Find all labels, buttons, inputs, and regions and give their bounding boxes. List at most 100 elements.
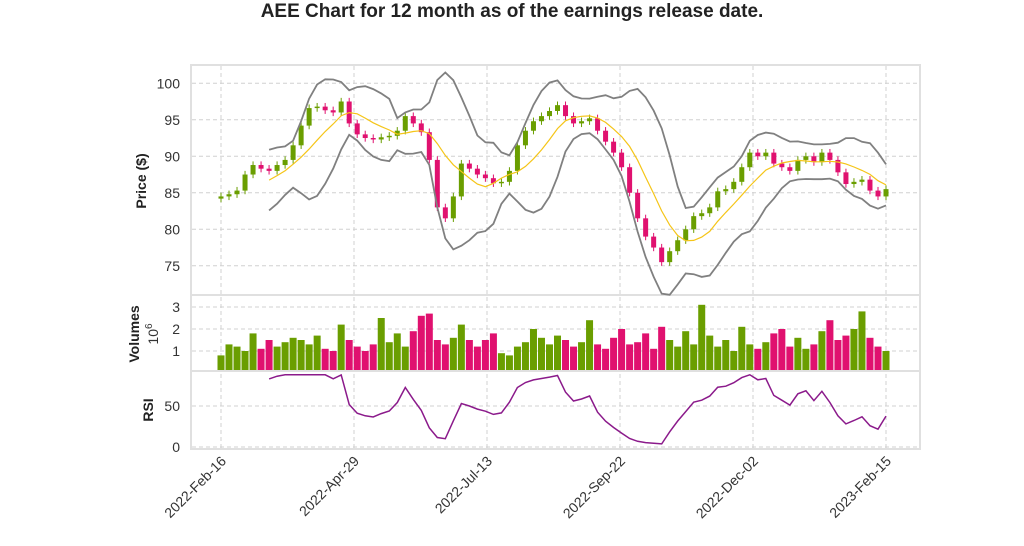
volume-bar	[730, 351, 738, 370]
candle-body	[282, 159, 288, 166]
volume-bar	[529, 329, 537, 370]
volume-bar	[674, 346, 682, 370]
volume-bar	[802, 348, 810, 370]
candle-body	[699, 213, 705, 217]
volume-bar	[626, 344, 634, 370]
candle-body	[306, 108, 312, 126]
volume-bar	[521, 342, 529, 370]
price-tick-label: 95	[164, 112, 180, 128]
volume-bar	[666, 340, 674, 370]
volume-bar	[417, 315, 425, 370]
volume-bar	[834, 340, 842, 370]
candle-body	[370, 138, 376, 140]
rsi-tick-label: 0	[172, 439, 180, 455]
volume-tick-label: 1	[172, 343, 180, 359]
volume-bar	[698, 304, 706, 370]
candle-body	[739, 167, 745, 182]
volume-bar	[473, 346, 481, 370]
volume-bar	[578, 342, 586, 370]
volume-bar	[850, 329, 858, 370]
candle-body	[603, 130, 609, 142]
volume-scale-label: 106	[144, 323, 161, 345]
candle-body	[490, 178, 496, 184]
candle-body	[667, 251, 673, 263]
volume-bar	[682, 331, 690, 370]
candle-body	[555, 105, 561, 111]
volume-bar	[265, 340, 273, 370]
volume-bar	[602, 348, 610, 370]
candle-body	[218, 196, 224, 199]
volume-bar	[489, 333, 497, 370]
volume-bar	[257, 348, 265, 370]
candle-body	[707, 207, 713, 214]
rsi-panel-frame	[190, 370, 921, 450]
rsi-ylabel: RSI	[140, 398, 156, 421]
volume-bar	[249, 333, 257, 370]
x-tick-label: 2022-Jul-13	[432, 453, 496, 517]
candle-body	[474, 168, 480, 175]
candle-body	[619, 152, 625, 168]
volume-bar	[842, 335, 850, 370]
candle-body	[867, 179, 873, 191]
candle-body	[691, 216, 697, 230]
volume-bar	[289, 337, 297, 370]
volume-bar	[385, 342, 393, 370]
volume-bar	[650, 348, 658, 370]
volume-bar	[746, 344, 754, 370]
volume-bar	[770, 333, 778, 370]
volume-bar	[377, 318, 385, 370]
volume-bar	[722, 340, 730, 370]
price-tick-label: 80	[164, 221, 180, 237]
candle-body	[266, 168, 272, 171]
volume-bar	[345, 340, 353, 370]
candle-body	[635, 192, 641, 219]
volume-bar	[690, 344, 698, 370]
candle-body	[546, 111, 552, 117]
volume-bar	[369, 344, 377, 370]
candle-body	[579, 121, 585, 124]
candle-body	[402, 116, 408, 131]
candle-body	[434, 159, 440, 208]
volume-bar	[465, 340, 473, 370]
candle-body	[362, 134, 368, 139]
chart-title: AEE Chart for 12 month as of the earning…	[261, 1, 764, 22]
candle-body	[851, 181, 857, 185]
volume-bar	[874, 346, 882, 370]
candle-body	[498, 181, 504, 184]
candle-body	[458, 163, 464, 197]
candle-body	[883, 189, 889, 197]
volume-bar	[481, 340, 489, 370]
volume-bar	[537, 337, 545, 370]
candle-body	[514, 145, 520, 171]
volume-bar	[321, 348, 329, 370]
volume-bar	[706, 335, 714, 370]
volume-bar	[738, 326, 746, 370]
volume-bar	[441, 344, 449, 370]
volume-tick-label: 2	[172, 321, 180, 337]
candle-body	[338, 101, 344, 113]
candle-body	[250, 165, 256, 175]
candle-body	[659, 247, 665, 263]
volume-bar	[233, 346, 241, 370]
volume-bar	[594, 344, 602, 370]
volume-tick-label: 3	[172, 299, 180, 315]
candle-body	[258, 165, 264, 169]
candle-body	[611, 141, 617, 153]
volume-bar	[818, 331, 826, 370]
candle-body	[466, 163, 472, 169]
x-tick-label: 2023-Feb-15	[826, 453, 894, 521]
candle-body	[274, 165, 280, 171]
volume-bar	[610, 337, 618, 370]
volume-bar	[882, 351, 890, 370]
volume-bar	[409, 331, 417, 370]
rsi-tick-label: 50	[164, 398, 180, 414]
volume-bar	[241, 351, 249, 370]
candle-body	[563, 105, 569, 117]
volume-bar	[433, 340, 441, 370]
candle-body	[482, 174, 488, 179]
volume-bar	[786, 346, 794, 370]
candle-body	[723, 189, 729, 192]
candle-body	[298, 125, 304, 146]
candle-body	[314, 106, 320, 109]
